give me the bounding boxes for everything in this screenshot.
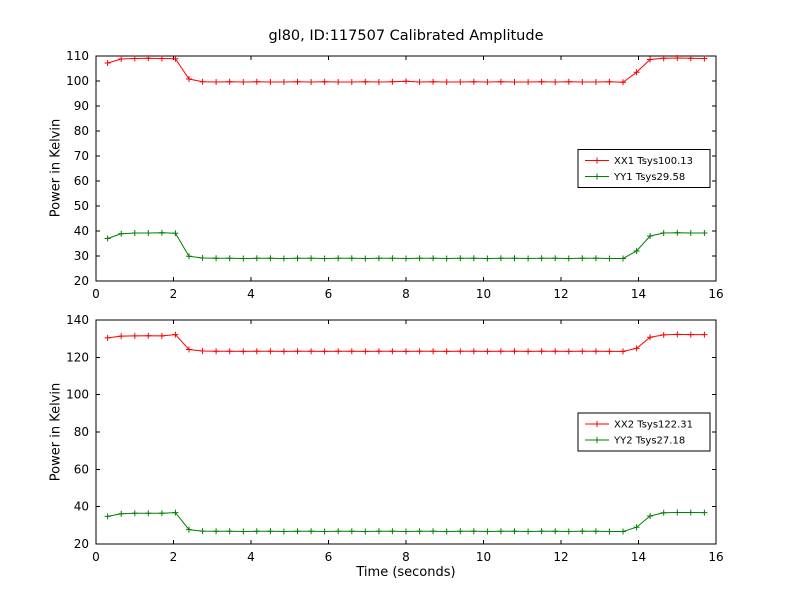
x-tick-label: 16 <box>708 550 723 564</box>
x-tick-label: 16 <box>708 287 723 301</box>
x-tick-label: 6 <box>325 287 333 301</box>
legend-label: YY2 Tsys27.18 <box>613 436 685 447</box>
y-tick-label: 40 <box>74 500 89 514</box>
xlabel: Time (seconds) <box>356 565 456 580</box>
x-tick-label: 2 <box>170 550 178 564</box>
y-tick-label: 70 <box>74 149 89 163</box>
x-tick-label: 6 <box>325 550 333 564</box>
x-tick-label: 2 <box>170 287 178 301</box>
legend-box <box>577 149 711 188</box>
y-tick-label: 50 <box>74 199 89 213</box>
series-markers-XX1 <box>104 55 708 86</box>
x-tick-label: 12 <box>553 287 568 301</box>
y-tick-label: 20 <box>74 274 89 288</box>
chart-title: gl80, ID:117507 Calibrated Amplitude <box>268 28 544 44</box>
series-markers-YY1 <box>104 229 708 262</box>
y-tick-label: 100 <box>66 74 89 88</box>
y-tick-label: 30 <box>74 249 89 263</box>
y-tick-label: 40 <box>74 224 89 238</box>
x-tick-label: 10 <box>476 550 491 564</box>
y-tick-label: 90 <box>74 99 89 113</box>
legend-box <box>577 412 711 452</box>
y-tick-label: 60 <box>74 462 89 476</box>
legend-plus-marker-icon <box>594 157 600 164</box>
x-tick-label: 14 <box>631 550 646 564</box>
x-tick-label: 4 <box>247 287 255 301</box>
x-tick-label: 12 <box>553 550 568 564</box>
y-tick-label: 120 <box>66 350 89 364</box>
legend-plus-marker-icon <box>594 173 600 180</box>
series-markers-YY2 <box>104 509 708 535</box>
x-tick-label: 0 <box>92 550 100 564</box>
y-tick-label: 110 <box>66 49 89 63</box>
legend-plus-marker-icon <box>594 437 600 443</box>
legend-label: YY1 Tsys29.58 <box>613 172 685 183</box>
x-tick-label: 8 <box>402 287 410 301</box>
series-markers-XX2 <box>104 331 708 355</box>
x-tick-label: 4 <box>247 550 255 564</box>
y-tick-label: 100 <box>66 388 89 402</box>
x-tick-label: 0 <box>92 287 100 301</box>
y-tick-label: 80 <box>74 124 89 138</box>
legend-label: XX1 Tsys100.13 <box>614 156 693 167</box>
y-tick-label: 20 <box>74 537 89 551</box>
y-tick-label: 80 <box>74 425 89 439</box>
y-tick-label: 140 <box>66 313 89 327</box>
y-tick-label: 60 <box>74 174 89 188</box>
legend-label: XX2 Tsys122.31 <box>614 420 693 431</box>
x-tick-label: 10 <box>476 287 491 301</box>
x-tick-label: 8 <box>402 550 410 564</box>
x-tick-label: 14 <box>631 287 646 301</box>
ylabel-top-subplot: Power in Kelvin <box>48 118 64 218</box>
ylabel-bottom-subplot: Power in Kelvin <box>48 382 64 482</box>
legend-plus-marker-icon <box>594 421 600 427</box>
